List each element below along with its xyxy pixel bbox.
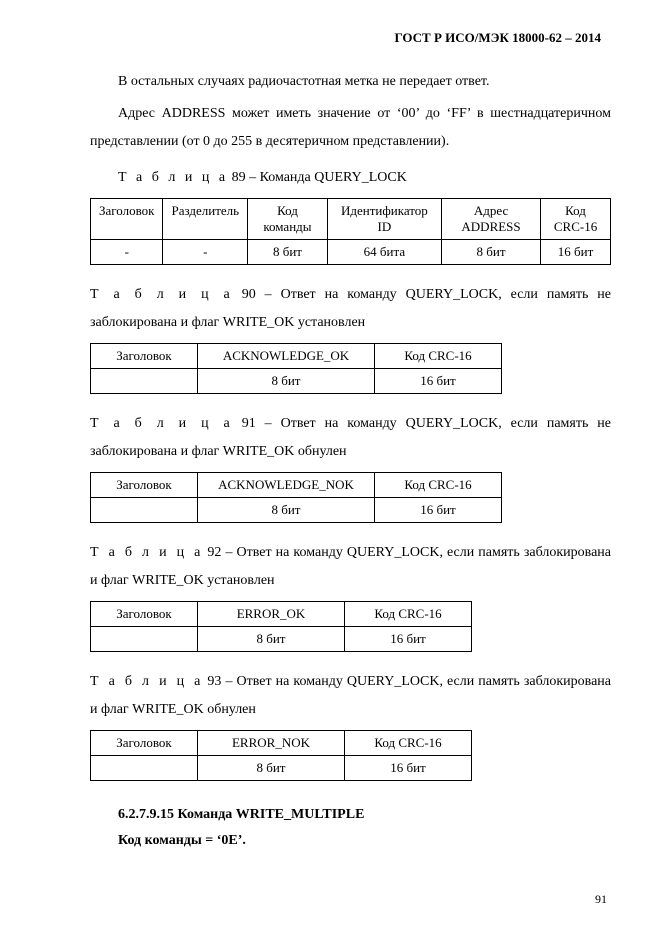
table-row: 8 бит 16 бит	[91, 627, 472, 652]
cell: ACKNOWLEDGE_OK	[198, 344, 375, 369]
table-word: Т а б л и ц а	[90, 416, 233, 431]
table-word: Т а б л и ц а	[90, 674, 203, 689]
cell: 64 бита	[327, 240, 441, 265]
table-row: Заголовок ERROR_OK Код CRC-16	[91, 602, 472, 627]
table-93: Заголовок ERROR_NOK Код CRC-16 8 бит 16 …	[90, 730, 472, 781]
page: ГОСТ Р ИСО/МЭК 18000-62 – 2014 В остальн…	[0, 0, 661, 935]
cell: -	[163, 240, 248, 265]
cell: Разделитель	[163, 199, 248, 240]
table-row: - - 8 бит 64 бита 8 бит 16 бит	[91, 240, 611, 265]
cell: Идентификатор ID	[327, 199, 441, 240]
cell: Заголовок	[91, 731, 198, 756]
table-row: Заголовок ACKNOWLEDGE_OK Код CRC-16	[91, 344, 502, 369]
table-92: Заголовок ERROR_OK Код CRC-16 8 бит 16 б…	[90, 601, 472, 652]
table-90-caption: Т а б л и ц а 90 – Ответ на команду QUER…	[90, 281, 611, 337]
table-row: 8 бит 16 бит	[91, 369, 502, 394]
table-93-caption: Т а б л и ц а 93 – Ответ на команду QUER…	[90, 668, 611, 724]
table-row: Заголовок ERROR_NOK Код CRC-16	[91, 731, 472, 756]
cell: 16 бит	[375, 498, 502, 523]
table-89-caption-text: 89 – Команда QUERY_LOCK	[228, 170, 407, 185]
cell: Код CRC-16	[375, 344, 502, 369]
cell	[91, 369, 198, 394]
table-89: Заголовок Разделитель Код команды Иденти…	[90, 198, 611, 265]
paragraph-2: Адрес ADDRESS может иметь значение от ‘0…	[90, 100, 611, 156]
table-89-caption: Т а б л и ц а 89 – Команда QUERY_LOCK	[90, 164, 611, 192]
cell: Заголовок	[91, 602, 198, 627]
cell: 8 бит	[441, 240, 540, 265]
table-row: 8 бит 16 бит	[91, 756, 472, 781]
cell: Код команды	[248, 199, 328, 240]
table-row: Заголовок Разделитель Код команды Иденти…	[91, 199, 611, 240]
table-91-caption: Т а б л и ц а 91 – Ответ на команду QUER…	[90, 410, 611, 466]
cell: Заголовок	[91, 344, 198, 369]
table-word: Т а б л и ц а	[90, 545, 203, 560]
command-code-line: Код команды = ‘0Е’.	[90, 833, 611, 849]
cell: 8 бит	[198, 369, 375, 394]
table-90: Заголовок ACKNOWLEDGE_OK Код CRC-16 8 би…	[90, 343, 502, 394]
cell: Заголовок	[91, 199, 163, 240]
cell: 8 бит	[198, 756, 345, 781]
cell: ERROR_NOK	[198, 731, 345, 756]
section-heading: 6.2.7.9.15 Команда WRITE_MULTIPLE	[90, 807, 611, 823]
cell	[91, 498, 198, 523]
cell: Адрес ADDRESS	[441, 199, 540, 240]
table-row: 8 бит 16 бит	[91, 498, 502, 523]
cell: 8 бит	[248, 240, 328, 265]
cell: ERROR_OK	[198, 602, 345, 627]
table-91: Заголовок ACKNOWLEDGE_NOK Код CRC-16 8 б…	[90, 472, 502, 523]
cell: 8 бит	[198, 627, 345, 652]
cell: 16 бит	[345, 627, 472, 652]
cell: ACKNOWLEDGE_NOK	[198, 473, 375, 498]
table-word: Т а б л и ц а	[90, 287, 233, 302]
page-number: 91	[595, 892, 607, 907]
paragraph-1: В остальных случаях радиочастотная метка…	[90, 68, 611, 96]
cell: 16 бит	[541, 240, 611, 265]
table-row: Заголовок ACKNOWLEDGE_NOK Код CRC-16	[91, 473, 502, 498]
cell	[91, 756, 198, 781]
cell: Заголовок	[91, 473, 198, 498]
cell: Код CRC-16	[375, 473, 502, 498]
table-word: Т а б л и ц а	[118, 170, 228, 185]
cell: -	[91, 240, 163, 265]
cell: Код CRC-16	[541, 199, 611, 240]
table-92-caption: Т а б л и ц а 92 – Ответ на команду QUER…	[90, 539, 611, 595]
cell: Код CRC-16	[345, 731, 472, 756]
cell: Код CRC-16	[345, 602, 472, 627]
cell: 16 бит	[375, 369, 502, 394]
cell: 8 бит	[198, 498, 375, 523]
cell: 16 бит	[345, 756, 472, 781]
doc-standard-header: ГОСТ Р ИСО/МЭК 18000-62 – 2014	[90, 30, 601, 46]
cell	[91, 627, 198, 652]
